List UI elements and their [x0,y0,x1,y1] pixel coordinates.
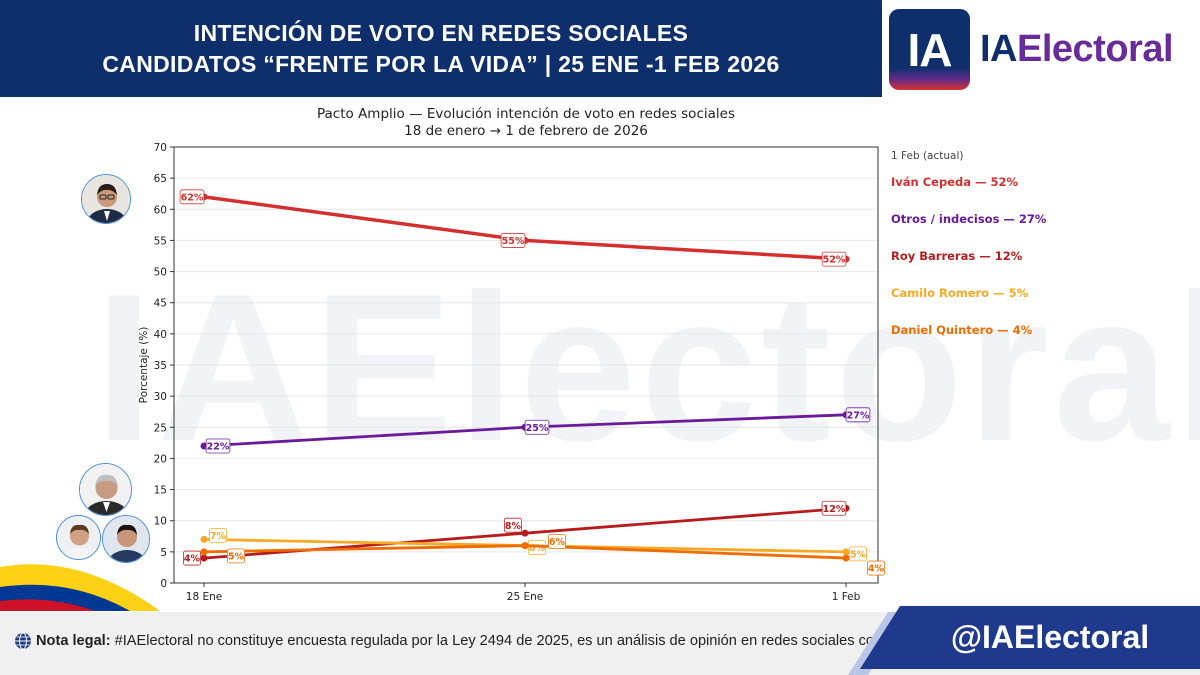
data-label-box [500,233,526,248]
data-label: 5% [228,551,245,562]
data-label: 55% [502,236,525,247]
data-label-box [208,527,227,543]
colombia-flag-swoosh [0,564,160,611]
data-label-box [503,517,522,533]
brand-name-part1: IA [980,28,1018,70]
x-tick-label: 18 Ene [186,591,222,603]
y-tick-label: 45 [154,298,167,310]
data-label: 22% [207,442,230,453]
data-label-box [867,560,886,576]
y-tick-label: 25 [154,422,167,434]
data-label: 5% [850,549,867,560]
header-title-line1: INTENCIÓN DE VOTO EN REDES SOCIALES [193,19,689,46]
data-point [521,542,529,550]
y-tick-label: 65 [154,173,167,185]
data-label-box [821,500,847,516]
social-handle-banner: @IAElectoral [860,606,1200,669]
social-handle: @IAElectoral [950,619,1150,655]
data-label: 4% [868,564,885,575]
data-label-box [205,438,231,454]
data-label: 12% [823,504,846,515]
legend-entry: Camilo Romero — 5% [891,286,1029,300]
brand-name: IAElectoral [980,28,1174,71]
data-label-box [226,548,245,564]
legend-entry: Daniel Quintero — 4% [891,323,1033,337]
y-tick-label: 5 [160,547,167,559]
data-label-box [524,419,550,435]
y-tick-label: 0 [160,578,167,590]
watermark: IAElectoral [95,250,1200,485]
y-tick-label: 40 [154,329,167,341]
y-tick-label: 60 [154,204,167,216]
legend-header: 1 Feb (actual) [891,150,963,162]
data-point [842,554,850,562]
legal-note-text: #IAElectoral no constituye encuesta regu… [114,633,905,649]
y-tick-label: 55 [154,235,167,247]
data-label-box [821,251,847,267]
data-label: 4% [184,554,201,565]
line-chart: Pacto Amplio — Evolución intención de vo… [138,106,1047,603]
x-tick-label: 25 Ene [507,591,543,603]
data-label-box [845,407,871,423]
legend-entry: Iván Cepeda — 52% [891,175,1018,189]
brand-name-part2: Electoral [1017,28,1174,70]
data-label: 62% [181,192,204,203]
data-label: 6% [549,537,566,548]
candidate-avatar-romero [56,515,101,560]
legal-note: Nota legal: #IAElectoral no constituye e… [14,632,904,650]
y-tick-label: 15 [154,485,167,497]
legend-entry: Otros / indecisos — 27% [891,212,1047,226]
plot-frame [173,146,879,584]
legal-note-label: Nota legal: [36,633,111,649]
chart-area: IAElectoral Pacto Amplio — Evolución int… [0,97,1200,612]
header-banner: INTENCIÓN DE VOTO EN REDES SOCIALES CAND… [0,0,882,97]
data-label-box [182,550,201,566]
data-point [521,529,529,537]
data-label: 7% [210,531,227,542]
legend-entry: Roy Barreras — 12% [891,249,1023,263]
y-tick-label: 20 [154,453,167,465]
y-tick-label: 50 [154,267,167,279]
series-line [203,195,847,261]
globe-icon [15,632,31,650]
brand-logo-icon: IA [889,9,970,90]
data-label-box [179,189,205,205]
y-tick-label: 30 [154,391,167,403]
data-point [200,535,208,543]
y-axis-label: Porcentaje (%) [138,327,150,404]
data-label-box [849,546,868,562]
data-label-box [548,534,567,550]
data-point [842,548,850,556]
data-label: 52% [823,255,846,266]
y-tick-label: 70 [154,142,167,154]
candidate-avatar-cepeda [81,174,131,224]
header-title-line2: CANDIDATOS “FRENTE POR LA VIDA” | 25 ENE… [102,50,780,77]
candidate-avatar-quintero [102,515,150,563]
brand-logo-text: IA [907,23,953,76]
data-point [200,548,208,556]
y-tick-label: 10 [154,516,167,528]
chart-subtitle: 18 de enero → 1 de febrero de 2026 [404,123,648,139]
data-label: 6% [529,543,546,554]
data-label: 27% [847,410,870,421]
chart-title: Pacto Amplio — Evolución intención de vo… [317,106,735,122]
brand-logo: IA IAElectoral [882,0,1200,97]
data-label: 25% [526,423,549,434]
data-label: 8% [505,521,522,532]
candidate-avatar-barreras [79,463,132,516]
y-tick-label: 35 [154,360,167,372]
data-point [200,554,208,562]
x-tick-label: 1 Feb [832,591,861,603]
